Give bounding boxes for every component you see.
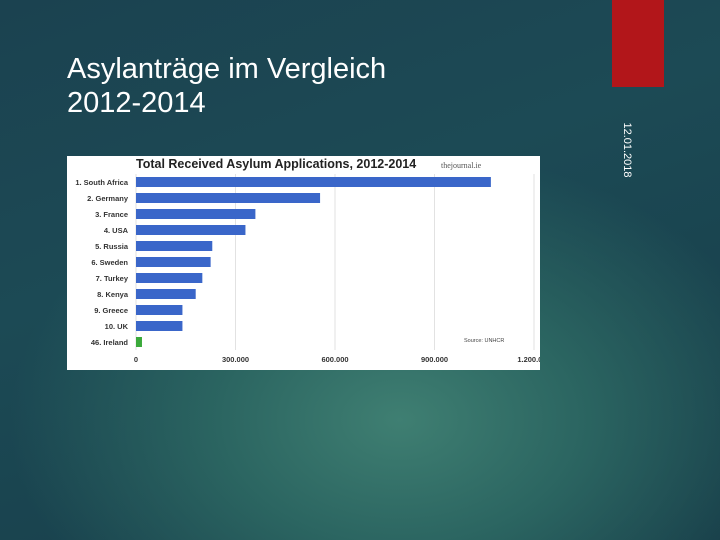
red-accent-block — [612, 0, 664, 87]
brand-logo-text: thejournal.ie — [441, 161, 482, 170]
bar-9 — [136, 321, 183, 331]
category-label-10: 46. Ireland — [91, 338, 129, 347]
category-label-5: 6. Sweden — [91, 258, 128, 267]
x-tick-label-0: 0 — [134, 355, 138, 364]
chart-title: Total Received Asylum Applications, 2012… — [136, 157, 416, 171]
category-label-4: 5. Russia — [95, 242, 129, 251]
category-label-0: 1. South Africa — [75, 178, 128, 187]
bar-8 — [136, 305, 183, 315]
bar-3 — [136, 225, 246, 235]
slide-title: Asylanträge im Vergleich 2012-2014 — [67, 52, 386, 120]
category-label-7: 8. Kenya — [97, 290, 129, 299]
bar-2 — [136, 209, 256, 219]
bars — [136, 177, 491, 347]
bar-7 — [136, 289, 196, 299]
bar-0 — [136, 177, 491, 187]
x-tick-label-4: 1.200.000 — [517, 355, 540, 364]
category-label-2: 3. France — [95, 210, 128, 219]
category-label-1: 2. Germany — [87, 194, 129, 203]
chart-source: Source: UNHCR — [464, 338, 504, 344]
asylum-bar-chart: 1. South Africa 2. Germany 3. France 4. USA… — [75, 157, 540, 364]
bar-1 — [136, 193, 321, 203]
bar-10 — [136, 337, 142, 347]
x-tick-label-3: 900.000 — [421, 355, 448, 364]
category-label-9: 10. UK — [105, 322, 129, 331]
x-tick-labels: 0 300.000 600.000 900.000 1.200.000 — [134, 355, 540, 364]
bar-5 — [136, 257, 211, 267]
category-label-8: 9. Greece — [94, 306, 128, 315]
slide-date: 12.01.2018 — [621, 122, 633, 178]
x-tick-label-1: 300.000 — [222, 355, 249, 364]
category-labels: 1. South Africa 2. Germany 3. France 4. USA… — [75, 178, 128, 347]
grid-lines — [135, 174, 535, 350]
title-line-2: 2012-2014 — [67, 87, 206, 119]
category-label-3: 4. USA — [104, 226, 129, 235]
x-tick-label-2: 600.000 — [321, 355, 348, 364]
title-line-1: Asylanträge im Vergleich — [67, 53, 387, 85]
chart-panel: 1. South Africa 2. Germany 3. France 4. USA… — [67, 156, 540, 370]
category-label-6: 7. Turkey — [96, 274, 129, 283]
bar-4 — [136, 241, 213, 251]
bar-6 — [136, 273, 203, 283]
